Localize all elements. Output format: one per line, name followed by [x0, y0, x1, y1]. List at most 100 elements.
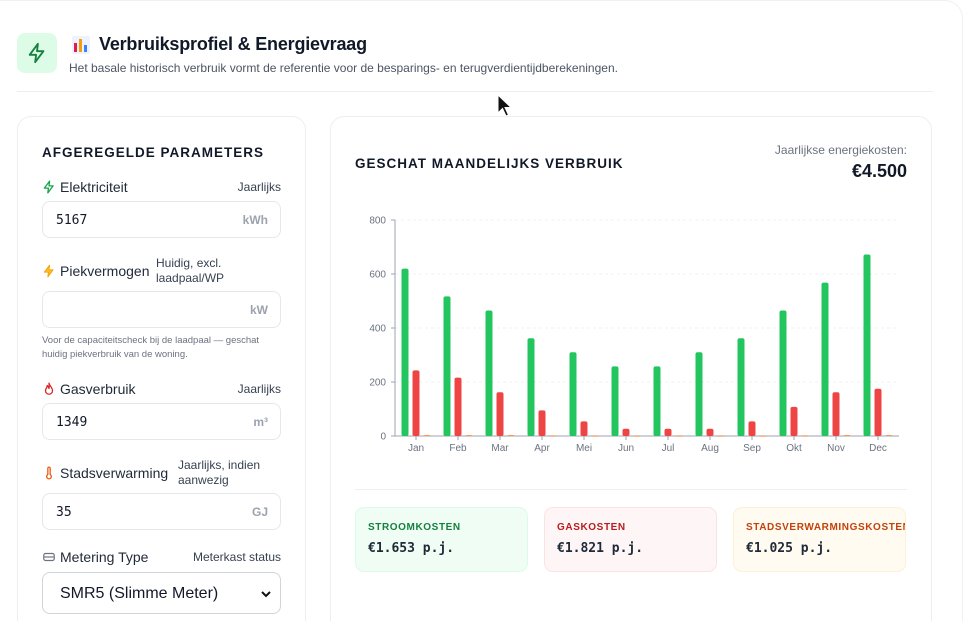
bar — [843, 435, 851, 436]
peak-label-text: Piekvermogen — [60, 263, 150, 279]
peak-note: Huidig, excl. laadpaal/WP — [156, 256, 225, 285]
lightning-icon — [43, 180, 54, 194]
bar — [675, 435, 683, 437]
gas-unit: m³ — [253, 415, 268, 429]
bar — [653, 366, 661, 436]
district-input[interactable]: 35 GJ — [42, 493, 281, 530]
y-tick-label: 200 — [369, 378, 386, 389]
bar — [443, 296, 451, 436]
bar — [748, 421, 756, 436]
annual-cost-value: €4.500 — [851, 161, 907, 181]
x-tick-label: Feb — [449, 443, 467, 454]
metering-selected-value[interactable]: SMR5 (Slimme Meter) — [60, 585, 219, 602]
gas-label: Gasverbruik — [42, 381, 135, 397]
bar — [801, 435, 809, 437]
electricity-unit: kWh — [242, 213, 268, 227]
bar — [549, 435, 557, 437]
bar — [695, 352, 703, 436]
bar — [485, 310, 493, 436]
electricity-input[interactable]: 5167 kWh — [42, 201, 281, 238]
bar — [874, 388, 882, 436]
bar — [496, 392, 504, 436]
gas-label-text: Gasverbruik — [60, 381, 136, 397]
annual-cost-label: Jaarlijkse energiekosten: — [774, 143, 907, 157]
district-label: Stadsverwarming — [42, 465, 168, 481]
gas-cost-card: GASKOSTEN €1.821 p.j. — [544, 507, 717, 572]
electricity-note: Jaarlijks — [237, 180, 281, 194]
electricity-cost-value: €1.653 p.j. — [368, 541, 455, 556]
bar — [591, 435, 599, 437]
peak-help-text: Voor de capaciteitscheck bij de laadpaal… — [42, 335, 260, 360]
chart-panel: GESCHAT MAANDELIJKS VERBRUIK Jaarlijkse … — [330, 116, 932, 621]
district-heating-cost-card: STADSVERWARMINGSKOSTEN €1.025 p.j. — [733, 507, 906, 572]
gas-note: Jaarlijks — [237, 382, 281, 396]
bar — [706, 428, 714, 436]
header-badge — [17, 33, 57, 73]
x-tick-label: Jul — [662, 443, 675, 454]
y-tick-label: 800 — [369, 216, 386, 227]
bar — [401, 268, 409, 436]
x-tick-label: Okt — [786, 443, 802, 454]
district-heating-cost-value: €1.025 p.j. — [746, 541, 833, 556]
metering-select[interactable]: SMR5 (Slimme Meter) — [42, 572, 281, 614]
bar — [633, 435, 641, 437]
x-tick-label: Mar — [491, 443, 509, 454]
bar-chart-icon — [72, 36, 90, 54]
flame-icon — [44, 382, 54, 395]
district-heating-cost-label: STADSVERWARMINGSKOSTEN — [746, 522, 906, 533]
x-tick-label: Sep — [743, 443, 761, 454]
gas-cost-value: €1.821 p.j. — [557, 541, 644, 556]
bar — [885, 435, 893, 436]
x-tick-label: Dec — [869, 443, 887, 454]
electricity-value[interactable]: 5167 — [56, 213, 88, 228]
x-tick-label: Mei — [576, 443, 592, 454]
lightning-icon — [43, 264, 54, 278]
electricity-label-text: Elektriciteit — [60, 179, 128, 195]
bar — [412, 370, 420, 436]
peak-unit: kW — [250, 303, 268, 317]
district-unit: GJ — [251, 505, 268, 519]
x-tick-label: Aug — [701, 443, 719, 454]
bar — [465, 435, 473, 436]
gas-input[interactable]: 1349 m³ — [42, 403, 281, 440]
parameters-panel: AFGEREGELDE PARAMETERS Elektriciteit Jaa… — [17, 116, 306, 621]
x-tick-label: Nov — [827, 443, 845, 454]
district-note: Jaarlijks, indien aanwezig — [178, 458, 261, 487]
bar — [737, 338, 745, 436]
y-tick-label: 0 — [380, 432, 386, 443]
page-subtitle: Het basale historisch verbruik vormt de … — [69, 61, 618, 75]
metering-note: Meterkast status — [192, 550, 281, 564]
x-tick-label: Jun — [618, 443, 634, 454]
divider — [355, 489, 907, 490]
bar — [580, 421, 588, 436]
bar — [538, 410, 546, 436]
metering-label-text: Metering Type — [60, 549, 149, 565]
parameters-title: AFGEREGELDE PARAMETERS — [42, 145, 265, 160]
bar — [454, 377, 462, 436]
bar — [611, 366, 619, 436]
chevron-down-icon[interactable] — [260, 588, 272, 600]
bar — [507, 435, 515, 436]
mouse-cursor-icon — [497, 94, 513, 117]
bar — [527, 338, 535, 436]
gas-value[interactable]: 1349 — [56, 415, 88, 430]
x-tick-label: Jan — [408, 443, 424, 454]
monthly-usage-chart: 0 200 400 600 800 Jan Feb Mar Apr Mei Jun Jul Aug Sep… — [369, 216, 899, 454]
metering-label: Metering Type — [42, 549, 148, 565]
bar — [423, 435, 431, 436]
thermometer-icon — [46, 466, 52, 480]
x-tick-label: Apr — [534, 443, 550, 454]
peak-input[interactable]: kW — [42, 291, 281, 328]
district-value[interactable]: 35 — [56, 505, 72, 520]
electricity-cost-label: STROOMKOSTEN — [368, 522, 461, 533]
bar — [779, 310, 787, 436]
lightning-icon — [28, 42, 45, 64]
meter-icon — [43, 552, 55, 562]
chart-title: GESCHAT MAANDELIJKS VERBRUIK — [355, 156, 624, 171]
gas-cost-label: GASKOSTEN — [557, 522, 626, 533]
y-tick-label: 400 — [369, 324, 386, 335]
y-tick-label: 600 — [369, 270, 386, 281]
bar — [832, 392, 840, 436]
district-label-text: Stadsverwarming — [60, 465, 169, 481]
bar — [569, 352, 577, 436]
